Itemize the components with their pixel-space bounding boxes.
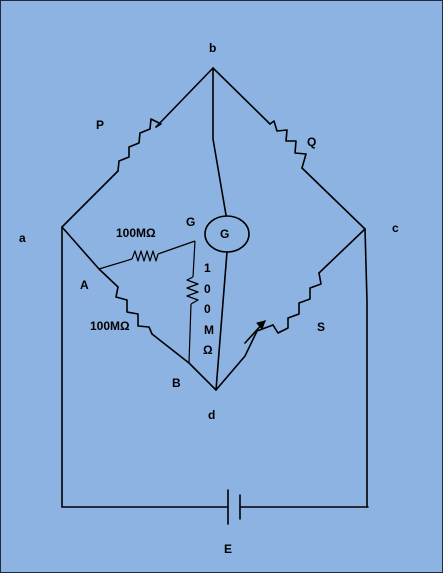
- wire-top-resistor-to-G: [157, 240, 196, 255]
- label-resistor-vertical-char: 0: [204, 302, 211, 316]
- wire-c-down: [364, 228, 368, 508]
- wire-galvanometer-to-d: [215, 251, 228, 391]
- variable-arrow-head: [256, 320, 266, 330]
- label-node-b: b: [209, 41, 216, 55]
- label-battery-E: E: [224, 542, 232, 556]
- label-node-c: c: [392, 221, 399, 235]
- label-point-A: A: [80, 278, 89, 292]
- label-node-a: a: [19, 231, 26, 245]
- wire-G-to-vertical-resistor: [192, 240, 196, 278]
- label-galvanometer: G: [220, 227, 229, 241]
- resistor-P: [117, 118, 162, 172]
- label-resistor-left: 100MΩ: [90, 319, 130, 333]
- wire-vertical-resistor-to-B: [188, 303, 192, 364]
- label-resistor-vertical-char: 1: [204, 261, 211, 275]
- label-resistor-vertical-char: Ω: [203, 343, 213, 357]
- wire-P-to-b: [155, 67, 214, 128]
- wire-a-to-A: [61, 226, 119, 288]
- wire-b-to-galvanometer: [212, 67, 227, 216]
- label-resistor-vertical-char: 0: [204, 282, 211, 296]
- wire-S-to-d: [215, 324, 274, 391]
- resistor-top-100M: [131, 250, 159, 262]
- wire-Q-to-c: [301, 167, 366, 230]
- label-terminal-G: G: [186, 215, 195, 229]
- wire-c-to-S: [318, 228, 366, 274]
- resistor-vertical-100M: [186, 276, 199, 305]
- wire-A-to-top-resistor: [98, 258, 133, 270]
- label-resistor-top: 100MΩ: [116, 226, 156, 240]
- resistor-S: [272, 272, 322, 334]
- wire-a-to-P: [61, 170, 119, 228]
- label-resistor-S: S: [317, 320, 325, 334]
- label-resistor-Q: Q: [307, 135, 316, 149]
- label-node-d: d: [208, 408, 215, 422]
- label-resistor-P: P: [96, 118, 104, 132]
- label-resistor-vertical-char: M: [204, 323, 214, 337]
- label-point-B: B: [172, 376, 181, 390]
- resistor-left-100M: [115, 286, 153, 335]
- resistor-Q: [269, 120, 307, 169]
- wire-b-to-Q: [212, 67, 271, 125]
